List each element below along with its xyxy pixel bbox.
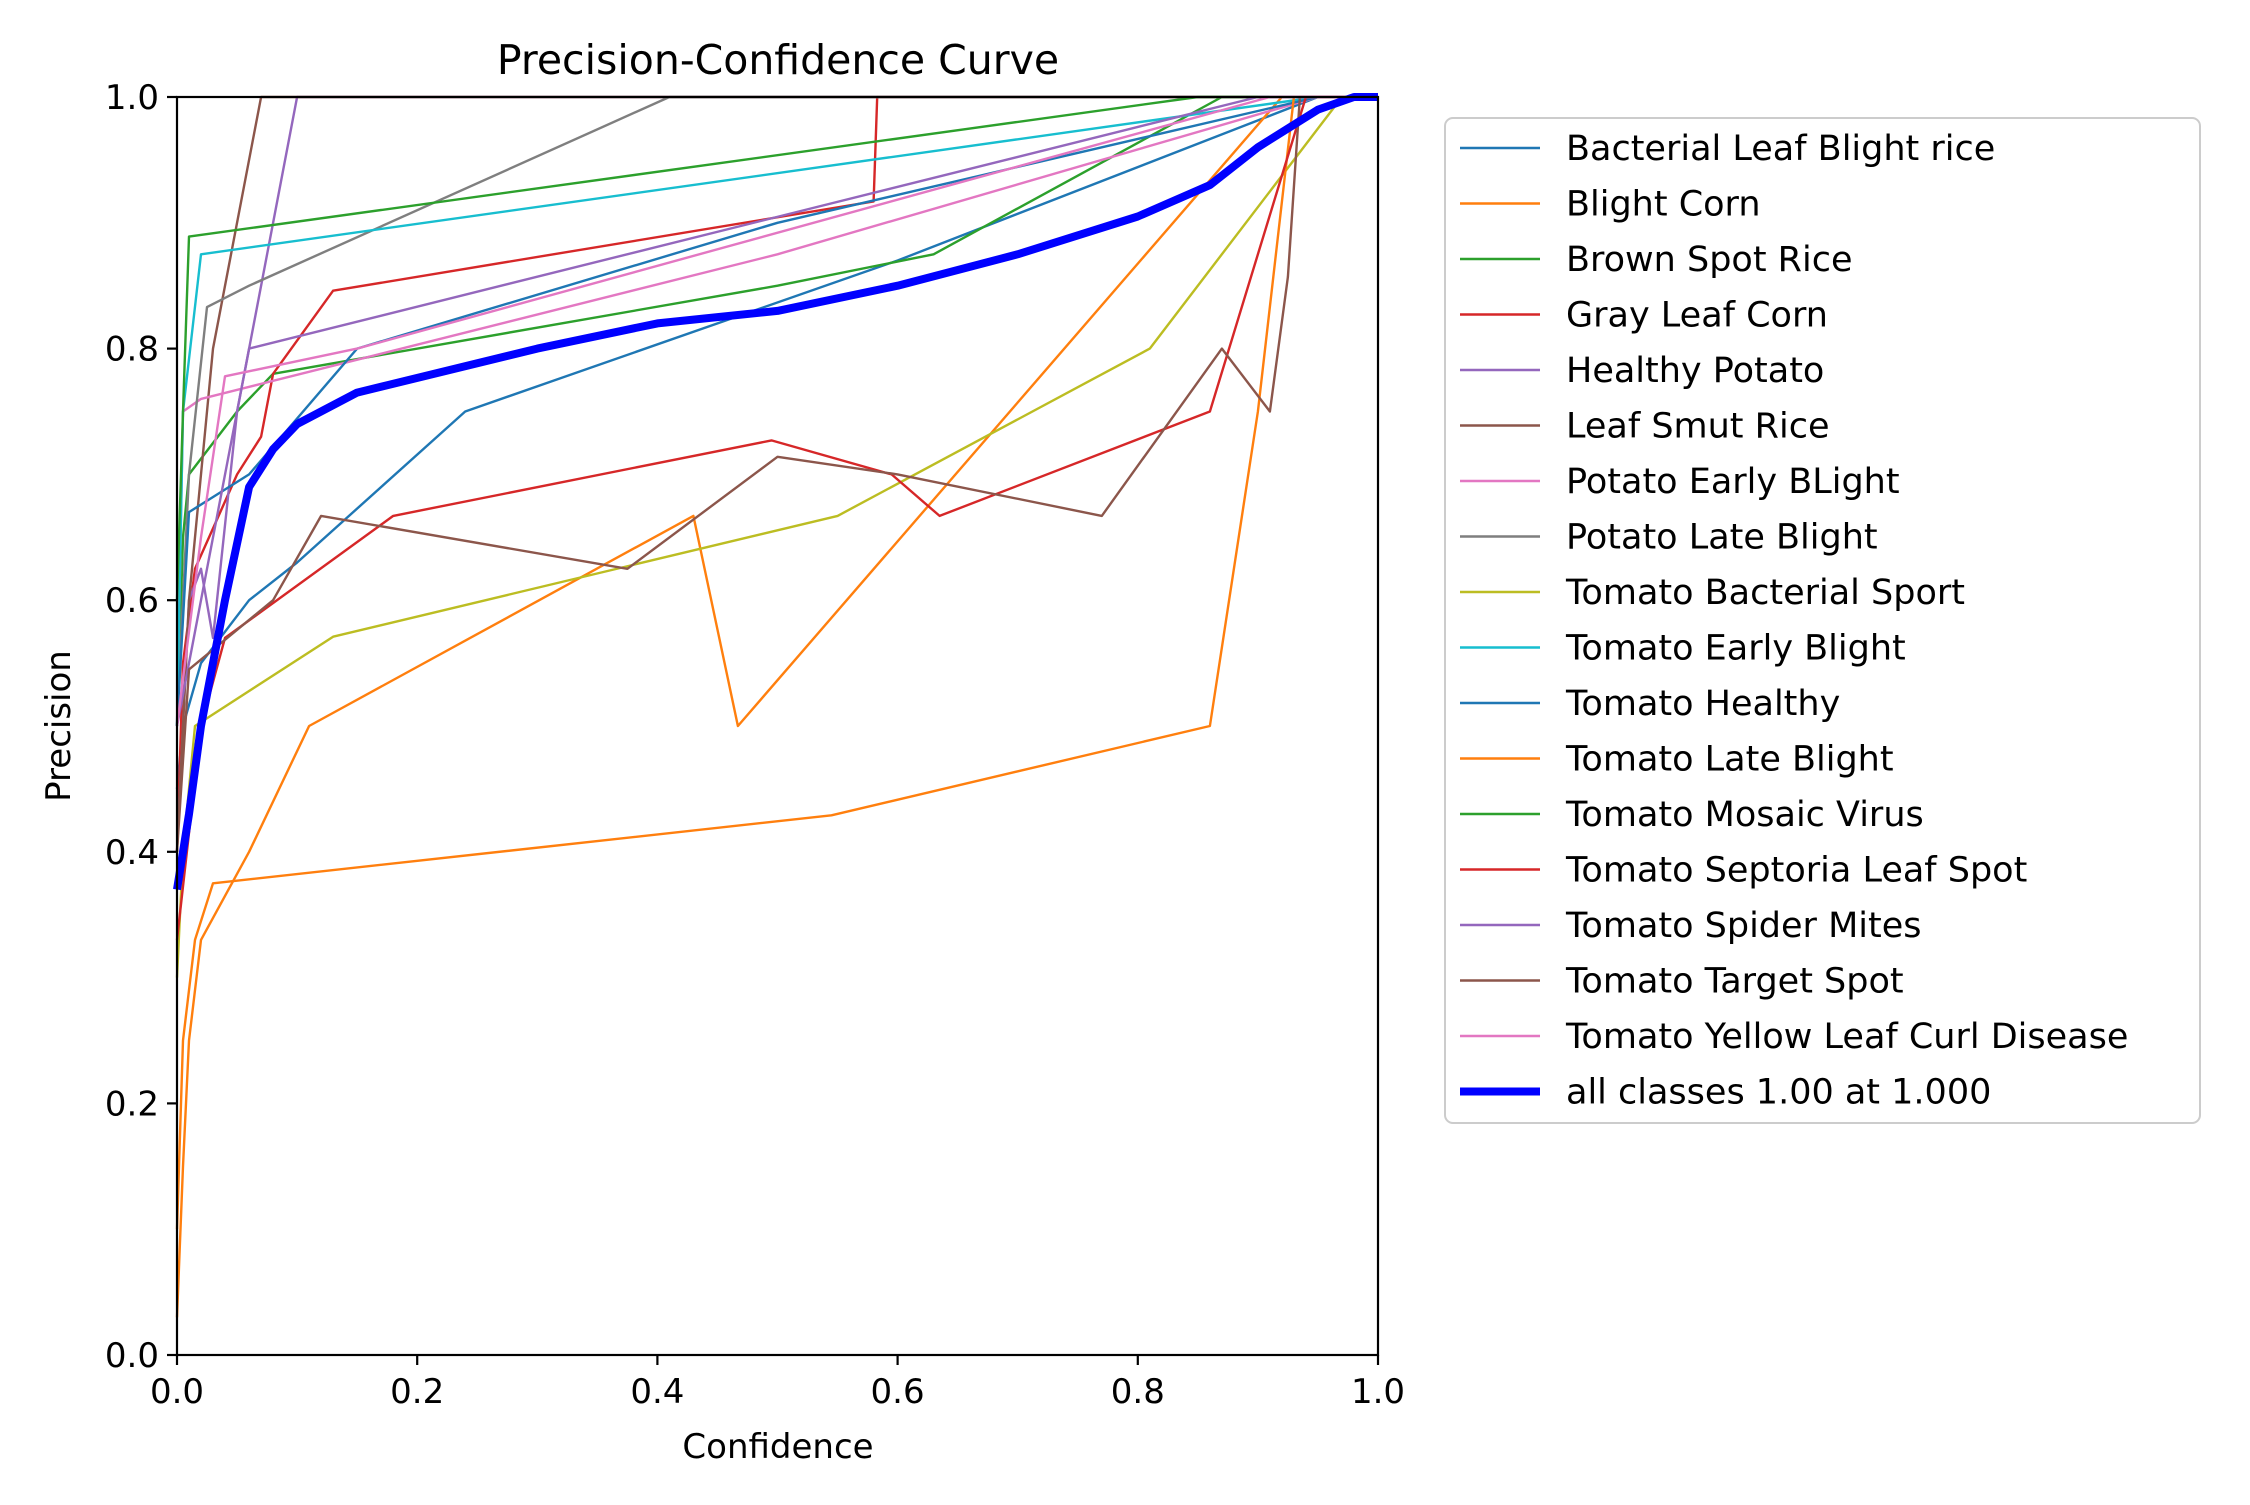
- y-tick-label: 0.0: [105, 1336, 159, 1376]
- x-axis-title: Confidence: [682, 1427, 873, 1467]
- legend-item: Bacterial Leaf Blight rice: [1460, 129, 1995, 169]
- legend-items: Bacterial Leaf Blight rice Blight Corn Bro…: [1460, 129, 2128, 1113]
- legend-label: Potato Early BLight: [1566, 462, 1900, 502]
- legend-item: Gray Leaf Corn: [1460, 296, 1828, 336]
- legend-label: Tomato Mosaic Virus: [1565, 795, 1924, 835]
- legend-item: Tomato Target Spot: [1460, 962, 1904, 1002]
- legend-item: Tomato Septoria Leaf Spot: [1460, 851, 2027, 891]
- legend-item: Blight Corn: [1460, 185, 1761, 225]
- legend-item: all classes 1.00 at 1.000: [1460, 1073, 1991, 1113]
- legend-label: Leaf Smut Rice: [1566, 407, 1829, 447]
- legend-box: [1444, 117, 2201, 1124]
- legend-label: Tomato Spider Mites: [1565, 906, 1922, 946]
- y-axis-title: Precision: [39, 650, 79, 802]
- series-layer: [173, 93, 1378, 1318]
- legend-item: Healthy Potato: [1460, 351, 1824, 391]
- series-line-4: [175, 95, 1378, 852]
- chart-title: Precision-Confidence Curve: [497, 36, 1059, 84]
- x-tick-label: 0.2: [390, 1372, 444, 1412]
- x-tick-label: 1.0: [1351, 1372, 1405, 1412]
- x-tick-label: 0.6: [871, 1372, 925, 1412]
- legend-label: Gray Leaf Corn: [1566, 296, 1828, 336]
- legend-item: Potato Early BLight: [1460, 462, 1900, 502]
- legend-label: Healthy Potato: [1566, 351, 1824, 391]
- y-tick-label: 1.0: [105, 78, 159, 118]
- y-axis-ticks: 0.0 0.2 0.4 0.6 0.8 1.0: [105, 78, 177, 1376]
- series-line-1: [175, 95, 1378, 1318]
- y-tick-label: 0.2: [105, 1084, 159, 1124]
- series-line-15: [175, 95, 1378, 852]
- legend-label: all classes 1.00 at 1.000: [1566, 1073, 1991, 1113]
- series-line-17: [173, 93, 1378, 891]
- series-line-0: [175, 95, 1378, 790]
- legend-label: Tomato Bacterial Sport: [1565, 573, 1965, 613]
- legend-label: Tomato Healthy: [1565, 684, 1840, 724]
- legend-item: Tomato Yellow Leaf Curl Disease: [1460, 1017, 2128, 1057]
- legend-item: Potato Late Blight: [1460, 518, 1878, 558]
- y-tick-label: 0.4: [105, 833, 159, 873]
- x-axis-ticks: 0.0 0.2 0.4 0.6 0.8 1.0: [150, 1355, 1405, 1412]
- legend-label: Brown Spot Rice: [1566, 240, 1853, 280]
- plot-frame: [175, 95, 1380, 1357]
- series-line-8: [175, 95, 1378, 978]
- legend-item: Tomato Early Blight: [1460, 629, 1906, 669]
- legend-item: Brown Spot Rice: [1460, 240, 1853, 280]
- x-tick-label: 0.0: [150, 1372, 204, 1412]
- series-line-5: [175, 95, 1378, 852]
- series-line-11: [175, 95, 1378, 1230]
- legend-label: Tomato Late Blight: [1565, 740, 1894, 780]
- legend-label: Tomato Early Blight: [1565, 629, 1906, 669]
- legend-label: Bacterial Leaf Blight rice: [1566, 129, 1995, 169]
- series-line-3: [175, 95, 1378, 852]
- legend-label: Tomato Yellow Leaf Curl Disease: [1565, 1017, 2128, 1057]
- legend-label: Tomato Septoria Leaf Spot: [1565, 851, 2027, 891]
- legend: Bacterial Leaf Blight rice Blight Corn Bro…: [1444, 117, 2201, 1124]
- x-tick-label: 0.4: [630, 1372, 684, 1412]
- legend-item: Tomato Spider Mites: [1460, 906, 1922, 946]
- legend-item: Tomato Late Blight: [1460, 740, 1894, 780]
- y-tick-label: 0.6: [105, 581, 159, 621]
- legend-item: Tomato Healthy: [1460, 684, 1840, 724]
- legend-label: Blight Corn: [1566, 185, 1761, 225]
- legend-label: Potato Late Blight: [1566, 518, 1878, 558]
- legend-item: Leaf Smut Rice: [1460, 407, 1829, 447]
- x-tick-label: 0.8: [1111, 1372, 1165, 1412]
- legend-label: Tomato Target Spot: [1565, 962, 1904, 1002]
- y-tick-label: 0.8: [105, 330, 159, 370]
- legend-item: Tomato Bacterial Sport: [1460, 573, 1965, 613]
- legend-item: Tomato Mosaic Virus: [1460, 795, 1924, 835]
